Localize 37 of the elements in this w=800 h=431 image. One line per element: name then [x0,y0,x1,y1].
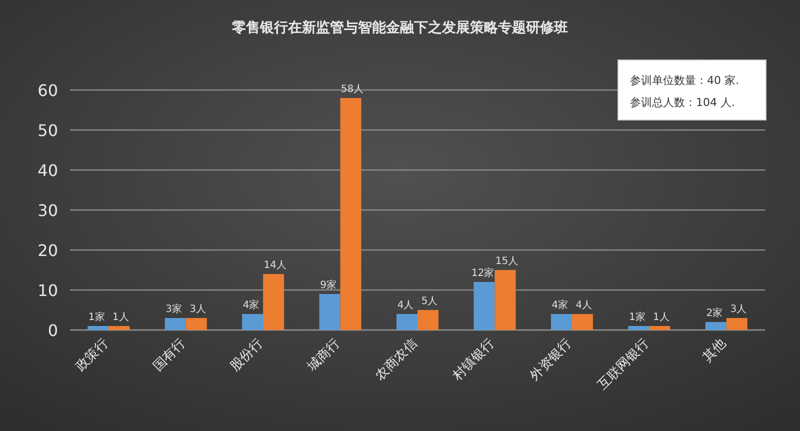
value-label: 12家 [471,268,494,279]
value-label: 1家 [628,312,646,323]
ytick: 0 [48,321,58,340]
xtick: 政策行 [73,336,112,374]
value-label: 58人 [340,84,364,95]
xtick: 互联网银行 [595,336,652,393]
annotation: 参训总人数：104 人. [630,96,735,109]
ytick: 50 [38,121,58,140]
xtick: 城商行 [304,336,344,374]
xtick: 国有行 [150,336,189,374]
value-label: 14人 [264,260,286,271]
annotation: 参训单位数量：40 家. [630,74,739,87]
value-label: 4人 [576,300,592,311]
value-label: 1家 [88,312,105,323]
value-label: 2家 [706,308,723,319]
value-label: 4人 [397,300,414,311]
value-label: 4家 [242,300,260,311]
value-label: 3家 [166,304,182,315]
ytick: 10 [38,281,58,300]
value-label: 9家 [320,280,336,291]
value-label: 1人 [652,312,670,323]
ytick: 60 [38,81,58,100]
value-label: 3人 [190,304,206,315]
xtick: 农商农信 [372,336,420,384]
ytick: 30 [38,201,58,220]
ytick: 20 [38,241,58,260]
value-label: 15人 [495,256,518,267]
xtick: 村镇银行 [450,336,498,384]
xtick: 其他 [700,336,730,366]
xtick: 外资银行 [527,336,575,384]
ytick: 40 [38,161,58,180]
title: 零售银行在新监管与智能金融下之发展策略专题研修班 [232,20,568,36]
value-label: 3人 [730,304,747,315]
value-label: 4家 [552,300,568,311]
value-label: 5人 [421,296,438,307]
value-label: 1人 [112,312,129,323]
xtick: 股份行 [228,336,266,374]
